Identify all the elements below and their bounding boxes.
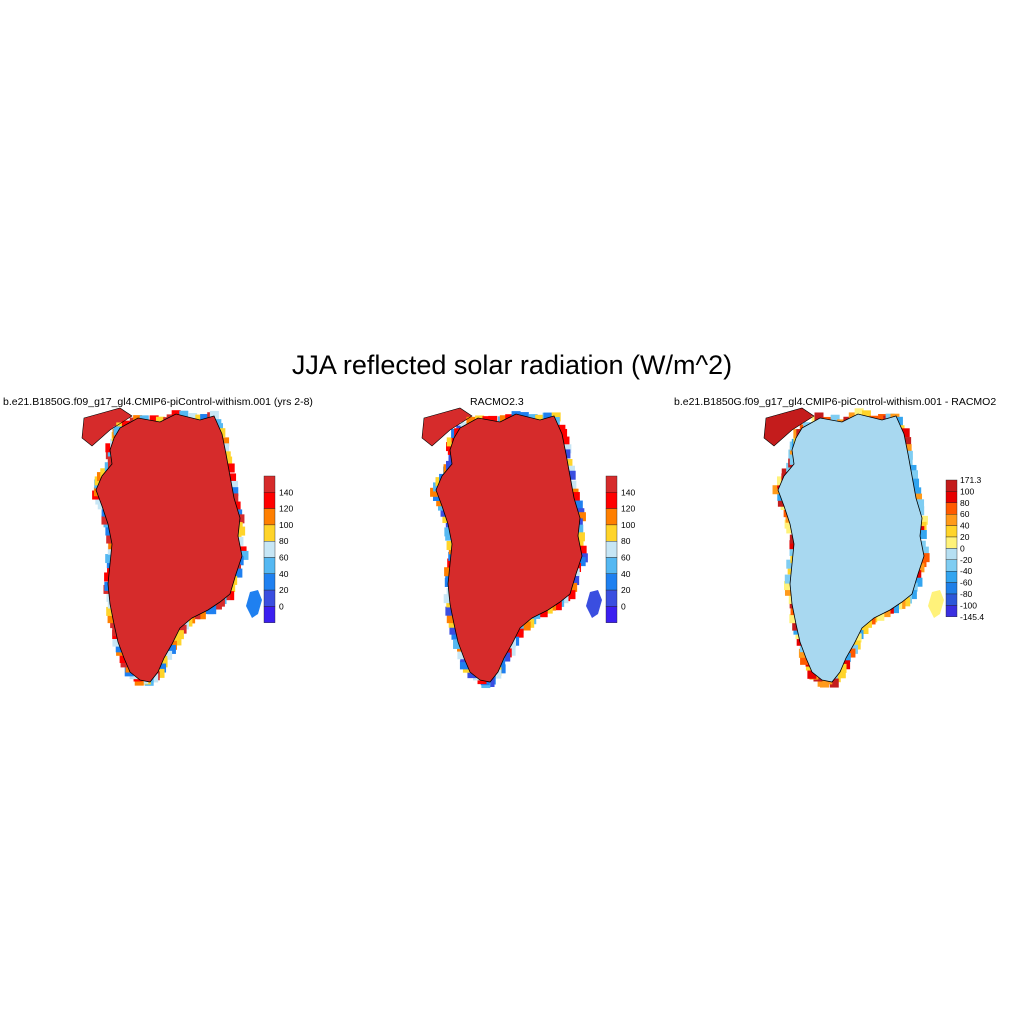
- colorbar-swatch: [945, 479, 958, 492]
- colorbar-tick-label: 40: [960, 521, 970, 531]
- colorbar-tick-label: 100: [279, 520, 293, 530]
- colorbar-tick-label: -60: [960, 578, 973, 588]
- colorbar-tick-label: 80: [279, 536, 289, 546]
- colorbar-swatch: [945, 536, 958, 549]
- panel-model: b.e21.B1850G.f09_g17_gl4.CMIP6-piControl…: [0, 396, 330, 706]
- colorbar-tick-label: -20: [960, 555, 973, 565]
- colorbar-swatch: [605, 540, 618, 558]
- colorbar-swatch: [945, 559, 958, 572]
- colorbar-tick-label: 20: [960, 532, 970, 542]
- colorbar-swatch: [605, 524, 618, 542]
- colorbar-tick-label: 100: [621, 520, 635, 530]
- colorbar-swatch: [945, 514, 958, 526]
- colorbar-swatch: [945, 491, 958, 503]
- colorbar-tick-label: 80: [960, 498, 970, 508]
- colorbar-swatch: [263, 589, 276, 607]
- colorbar-tick-label: 120: [279, 504, 293, 514]
- figure-title: JJA reflected solar radiation (W/m^2): [291, 350, 733, 380]
- colorbar-swatch: [263, 508, 276, 526]
- colorbar-swatch: [263, 540, 276, 558]
- colorbar-swatch: [605, 475, 618, 493]
- colorbar-tick-label: 40: [279, 569, 289, 579]
- colorbar-tick-label: 20: [621, 585, 631, 595]
- colorbar-swatch: [945, 605, 958, 618]
- colorbar-tick-label: 40: [621, 569, 631, 579]
- colorbar-swatch: [263, 573, 276, 591]
- colorbar-swatch: [945, 593, 958, 606]
- colorbar-swatch: [945, 502, 958, 515]
- colorbar-swatch: [945, 548, 958, 561]
- colorbar-tick-label: 60: [621, 553, 631, 563]
- panel-title-racmo: RACMO2.3: [470, 396, 524, 408]
- colorbar-swatch: [605, 557, 618, 574]
- colorbar-tick-label: -145.4: [960, 612, 984, 622]
- panel-racmo: RACMO2.3 140 120 100 80 60 40 20 0: [340, 396, 670, 706]
- colorbar-tick-label: 140: [279, 487, 293, 497]
- colorbar-swatch: [263, 606, 276, 623]
- colorbar-tick-label: 140: [621, 487, 635, 497]
- colorbar-swatch: [605, 508, 618, 526]
- colorbar-tick-label: 0: [621, 601, 626, 611]
- panel-difference: b.e21.B1850G.f09_g17_gl4.CMIP6-piControl…: [672, 396, 1024, 706]
- colorbar-swatch: [945, 525, 958, 538]
- greenland-map-racmo: [421, 407, 602, 689]
- panel-title-difference: b.e21.B1850G.f09_g17_gl4.CMIP6-piControl…: [674, 396, 997, 408]
- colorbar-tick-label: 0: [279, 601, 284, 611]
- colorbar-swatch: [605, 492, 618, 509]
- colorbar-tick-label: 171.3: [960, 475, 982, 485]
- colorbar-tick-label: 120: [621, 504, 635, 514]
- colorbar-tick-label: 100: [960, 486, 974, 496]
- greenland-map-model: [81, 407, 262, 686]
- colorbar-tick-label: -80: [960, 589, 973, 599]
- colorbar-tick-label: 80: [621, 536, 631, 546]
- colorbar-swatch: [263, 524, 276, 542]
- colorbar-swatch: [945, 570, 958, 583]
- greenland-map-difference: [763, 407, 944, 688]
- colorbar-tick-label: 60: [960, 509, 970, 519]
- colorbar-tick-label: -100: [960, 600, 977, 610]
- colorbar-tick-label: 60: [279, 553, 289, 563]
- colorbar-model: 140 120 100 80 60 40 20 0: [263, 475, 293, 623]
- colorbar-swatch: [263, 492, 276, 509]
- colorbar-tick-label: -40: [960, 566, 973, 576]
- colorbar-swatch: [945, 582, 958, 595]
- colorbar-racmo: 140 120 100 80 60 40 20 0: [605, 475, 635, 623]
- colorbar-swatch: [605, 606, 618, 623]
- colorbar-swatch: [263, 475, 276, 493]
- colorbar-swatch: [605, 573, 618, 591]
- colorbar-tick-label: 0: [960, 543, 965, 553]
- panel-title-model: b.e21.B1850G.f09_g17_gl4.CMIP6-piControl…: [3, 396, 313, 408]
- colorbar-tick-label: 20: [279, 585, 289, 595]
- colorbar-swatch: [263, 557, 276, 574]
- colorbar-swatch: [605, 589, 618, 607]
